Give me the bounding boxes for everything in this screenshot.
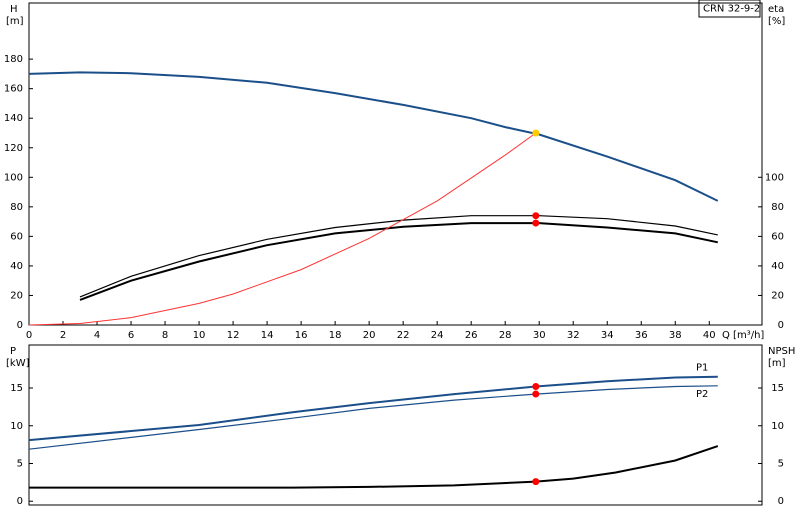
x-tick-label: 28 — [499, 330, 512, 341]
x-tick-label: 20 — [363, 330, 376, 341]
y2-tick-label: 5 — [778, 458, 784, 469]
curve — [28, 385, 718, 450]
curve — [28, 71, 719, 202]
x-tick-label: 10 — [193, 330, 206, 341]
x-tick-label: 8 — [162, 330, 168, 341]
x-axis-label: Q [m³/h] — [722, 330, 764, 341]
y-tick-label: 0 — [17, 320, 23, 331]
y2-tick-label: 80 — [771, 202, 784, 213]
y2-tick-label: 15 — [771, 383, 784, 394]
y2-tick-label: 20 — [771, 290, 784, 301]
y-tick-label: 80 — [10, 202, 23, 213]
y2-tick-label: 10 — [771, 421, 784, 432]
chart-title: CRN 32-9-2 — [703, 4, 760, 15]
y-tick-label: 140 — [4, 113, 23, 124]
x-tick-label: 18 — [329, 330, 342, 341]
x-tick-label: 22 — [397, 330, 410, 341]
x-tick-label: 6 — [128, 330, 134, 341]
curve — [29, 445, 719, 489]
y-tick-label: 0 — [17, 496, 23, 507]
y2-tick-label: 0 — [778, 496, 784, 507]
plot-frame — [28, 344, 763, 506]
y-axis-label: H — [10, 4, 18, 15]
curve-label: P2 — [696, 389, 708, 400]
curve — [28, 375, 718, 442]
y-tick-label: 160 — [4, 84, 23, 95]
y2-axis-unit: [%] — [768, 16, 785, 27]
x-tick-label: 2 — [60, 330, 66, 341]
y2-tick-label: 100 — [765, 172, 784, 183]
y-tick-label: 10 — [10, 421, 23, 432]
x-tick-label: 40 — [703, 330, 716, 341]
x-tick-label: 30 — [533, 330, 546, 341]
duty-point — [532, 383, 540, 391]
y-tick-label: 180 — [4, 54, 23, 65]
duty-point — [532, 219, 540, 227]
x-tick-label: 36 — [635, 330, 648, 341]
x-tick-label: 4 — [94, 330, 100, 341]
y-tick-label: 100 — [4, 172, 23, 183]
x-tick-label: 0 — [26, 330, 32, 341]
y-tick-label: 5 — [17, 458, 23, 469]
y2-axis-unit: [m] — [768, 358, 786, 369]
y-tick-label: 120 — [4, 143, 23, 154]
y-axis-label: P — [10, 346, 16, 357]
duty-point — [532, 129, 540, 137]
y2-tick-label: 40 — [771, 261, 784, 272]
x-tick-label: 16 — [295, 330, 308, 341]
x-tick-label: 12 — [227, 330, 240, 341]
x-tick-label: 26 — [465, 330, 478, 341]
y-tick-label: 60 — [10, 231, 23, 242]
x-tick-label: 32 — [567, 330, 580, 341]
x-tick-label: 38 — [669, 330, 682, 341]
x-tick-label: 14 — [261, 330, 274, 341]
title-box — [698, 0, 761, 18]
x-tick-label: 24 — [431, 330, 444, 341]
y2-axis-label: eta — [768, 4, 784, 15]
curve-label: P1 — [696, 363, 708, 374]
duty-point — [532, 212, 540, 220]
y-axis-unit: [m] — [6, 16, 24, 27]
curve — [79, 222, 719, 301]
plot-frame — [28, 2, 763, 326]
duty-point — [532, 390, 540, 398]
curve — [28, 132, 537, 326]
duty-point — [532, 478, 540, 486]
y2-axis-label: NPSH — [768, 346, 795, 357]
y2-tick-label: 60 — [771, 231, 784, 242]
y-tick-label: 40 — [10, 261, 23, 272]
x-tick-label: 34 — [601, 330, 614, 341]
y-axis-unit: [kW] — [6, 358, 30, 369]
y-tick-label: 20 — [10, 290, 23, 301]
y2-tick-label: 0 — [778, 320, 784, 331]
y-tick-label: 15 — [10, 383, 23, 394]
